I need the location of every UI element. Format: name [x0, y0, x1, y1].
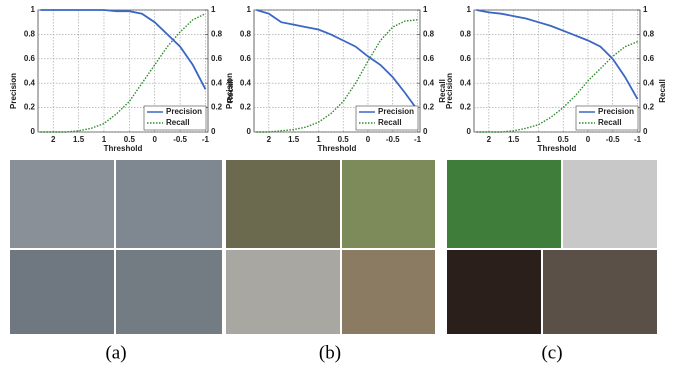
x-tick-label: 1: [102, 135, 107, 144]
y-tick-label: 1: [467, 5, 472, 14]
photo: [543, 250, 657, 334]
y2-tick-label: 0.6: [423, 54, 435, 63]
legend-label: Recall: [598, 118, 622, 127]
y2-tick-label: 1: [643, 5, 648, 14]
photo: [226, 160, 340, 248]
figure: (a) (b) (c) 21.510.50-0.5-100.20.40.60.8…: [0, 0, 677, 371]
x-tick-label: -1: [202, 135, 210, 144]
y-tick-label: 0.2: [24, 103, 36, 112]
y-tick-label: 0: [31, 127, 36, 136]
y2-tick-label: 0: [423, 127, 428, 136]
x-tick-label: -1: [414, 135, 422, 144]
x-tick-label: 1.5: [288, 135, 300, 144]
y2-tick-label: 0: [643, 127, 648, 136]
y2-tick-label: 0.4: [211, 78, 223, 87]
y-tick-label: 0.6: [460, 54, 472, 63]
y-tick-label: 0: [247, 127, 252, 136]
x-tick-label: -0.5: [173, 135, 187, 144]
y-tick-label: 0.8: [24, 30, 36, 39]
series-line: [257, 10, 418, 110]
panel-label: (a): [105, 342, 126, 363]
x-axis-label: Threshold: [318, 144, 357, 153]
x-tick-label: 1.5: [73, 135, 85, 144]
y-tick-label: 0.4: [460, 78, 472, 87]
series-line: [477, 10, 638, 99]
x-tick-label: 0: [586, 135, 591, 144]
y2-tick-label: 0.8: [643, 30, 655, 39]
y2-tick-label: 0.2: [423, 103, 435, 112]
y2-tick-label: 0.2: [211, 103, 223, 112]
y-tick-label: 0.4: [240, 78, 252, 87]
y-tick-label: 0.8: [460, 30, 472, 39]
panel-label: (b): [319, 342, 341, 363]
legend-label: Precision: [598, 107, 634, 116]
y-tick-label: 0: [467, 127, 472, 136]
y2-tick-label: 0.8: [211, 30, 223, 39]
y2-tick-label: 0.4: [423, 78, 435, 87]
series-line: [41, 10, 206, 89]
legend-label: Precision: [166, 107, 202, 116]
x-tick-label: 1: [316, 135, 321, 144]
photo: [342, 250, 435, 334]
x-tick-label: 2: [267, 135, 272, 144]
x-tick-label: 1.5: [508, 135, 520, 144]
photo: [226, 250, 340, 334]
y-tick-label: 1: [247, 5, 252, 14]
y-tick-label: 0.8: [240, 30, 252, 39]
y-tick-label: 0.4: [24, 78, 36, 87]
x-tick-label: 0: [366, 135, 371, 144]
legend-label: Precision: [378, 107, 414, 116]
y-tick-label: 0.6: [240, 54, 252, 63]
y-axis-label: Precision: [445, 73, 454, 109]
y2-tick-label: 1: [423, 5, 428, 14]
x-tick-label: 1: [536, 135, 541, 144]
photo: [10, 160, 114, 248]
y2-tick-label: 0: [211, 127, 216, 136]
photo: [116, 160, 222, 248]
legend-label: Recall: [166, 118, 190, 127]
photo: [447, 250, 541, 334]
y2-tick-label: 0.2: [643, 103, 655, 112]
y-tick-label: 1: [31, 5, 36, 14]
panel-label: (c): [541, 342, 562, 363]
photo: [342, 160, 435, 248]
y-tick-label: 0.2: [460, 103, 472, 112]
x-tick-label: 0: [152, 135, 157, 144]
x-tick-label: -0.5: [606, 135, 620, 144]
y-axis-label: Precision: [225, 73, 234, 109]
y-axis-label: Precision: [9, 73, 18, 109]
x-tick-label: 2: [487, 135, 492, 144]
y-tick-label: 0.2: [240, 103, 252, 112]
photo: [447, 160, 561, 248]
y-tick-label: 0.6: [24, 54, 36, 63]
y2-tick-label: 0.4: [643, 78, 655, 87]
x-tick-label: -1: [634, 135, 642, 144]
photo: [116, 250, 222, 334]
x-tick-label: 0.5: [558, 135, 570, 144]
x-tick-label: -0.5: [386, 135, 400, 144]
photos: [10, 160, 657, 334]
x-tick-label: 2: [51, 135, 56, 144]
photo: [10, 250, 114, 334]
photo: [563, 160, 657, 248]
y2-tick-label: 0.6: [211, 54, 223, 63]
y2-tick-label: 0.6: [643, 54, 655, 63]
y2-axis-label: Recall: [658, 79, 667, 103]
x-tick-label: 0.5: [124, 135, 136, 144]
y2-tick-label: 1: [211, 5, 216, 14]
x-tick-label: 0.5: [338, 135, 350, 144]
x-axis-label: Threshold: [104, 144, 143, 153]
y2-tick-label: 0.8: [423, 30, 435, 39]
legend-label: Recall: [378, 118, 402, 127]
x-axis-label: Threshold: [538, 144, 577, 153]
